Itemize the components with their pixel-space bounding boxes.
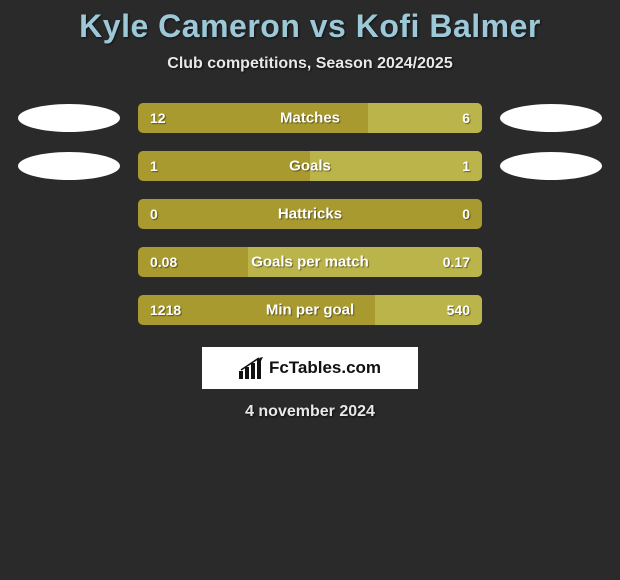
date-text: 4 november 2024 <box>0 403 620 421</box>
comparison-infographic: Kyle Cameron vs Kofi Balmer Club competi… <box>0 0 620 421</box>
stat-row: 0Hattricks0 <box>0 199 620 229</box>
stat-bar: 0.08Goals per match0.17 <box>138 247 482 277</box>
stat-label: Goals <box>138 158 482 175</box>
spacer <box>500 248 602 276</box>
subtitle: Club competitions, Season 2024/2025 <box>0 55 620 73</box>
stat-rows: 12Matches6 1Goals1 0Hattricks0 0.08Goals pe… <box>0 103 620 325</box>
spacer <box>18 200 120 228</box>
player-right-marker <box>500 104 602 132</box>
player-left-marker <box>18 104 120 132</box>
stat-row: 0.08Goals per match0.17 <box>0 247 620 277</box>
player-left-marker <box>18 152 120 180</box>
stat-right-value: 6 <box>462 110 470 126</box>
stat-row: 1218Min per goal540 <box>0 295 620 325</box>
stat-label: Goals per match <box>138 254 482 271</box>
stat-row: 12Matches6 <box>0 103 620 133</box>
stat-row: 1Goals1 <box>0 151 620 181</box>
stat-bar: 1Goals1 <box>138 151 482 181</box>
stat-bar: 1218Min per goal540 <box>138 295 482 325</box>
stat-right-value: 540 <box>447 302 470 318</box>
stat-label: Min per goal <box>138 302 482 319</box>
stat-bar: 12Matches6 <box>138 103 482 133</box>
stat-label: Matches <box>138 110 482 127</box>
stat-label: Hattricks <box>138 206 482 223</box>
spacer <box>500 200 602 228</box>
logo-text: FcTables.com <box>269 358 381 378</box>
site-logo: FcTables.com <box>202 347 418 389</box>
stat-right-value: 0.17 <box>443 254 470 270</box>
spacer <box>500 296 602 324</box>
page-title: Kyle Cameron vs Kofi Balmer <box>0 8 620 45</box>
stat-right-value: 0 <box>462 206 470 222</box>
chart-icon <box>239 357 263 379</box>
spacer <box>18 248 120 276</box>
spacer <box>18 296 120 324</box>
stat-right-value: 1 <box>462 158 470 174</box>
player-right-marker <box>500 152 602 180</box>
stat-bar: 0Hattricks0 <box>138 199 482 229</box>
